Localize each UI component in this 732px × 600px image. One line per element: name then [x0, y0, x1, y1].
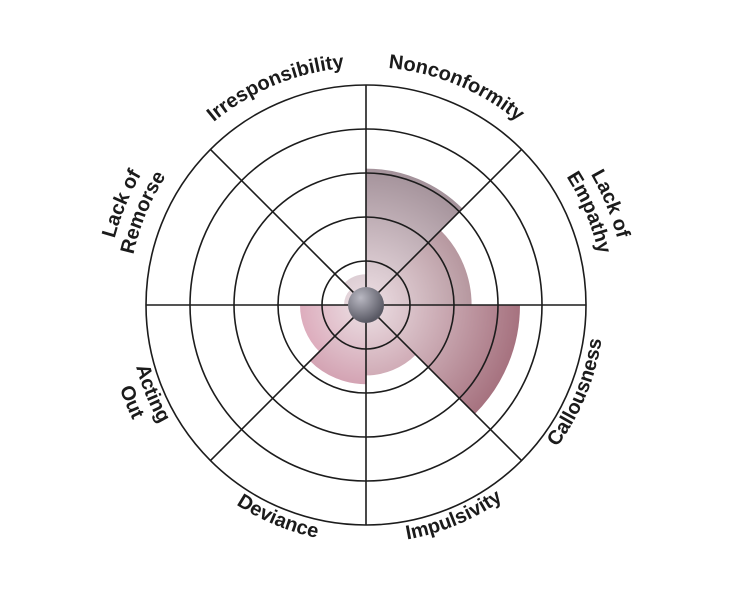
sectors-layer	[300, 169, 520, 414]
axis-label-callousness: Callousness	[543, 337, 607, 451]
grid-spoke-7	[210, 149, 366, 305]
center-dot	[348, 287, 384, 323]
polar-sector-chart: NonconformityLack ofEmpathyCallousnessIm…	[0, 0, 732, 600]
center-dot-fill	[348, 287, 384, 323]
axis-label-impulsivity: Impulsivity	[404, 485, 507, 544]
grid-spoke-5	[210, 305, 366, 461]
